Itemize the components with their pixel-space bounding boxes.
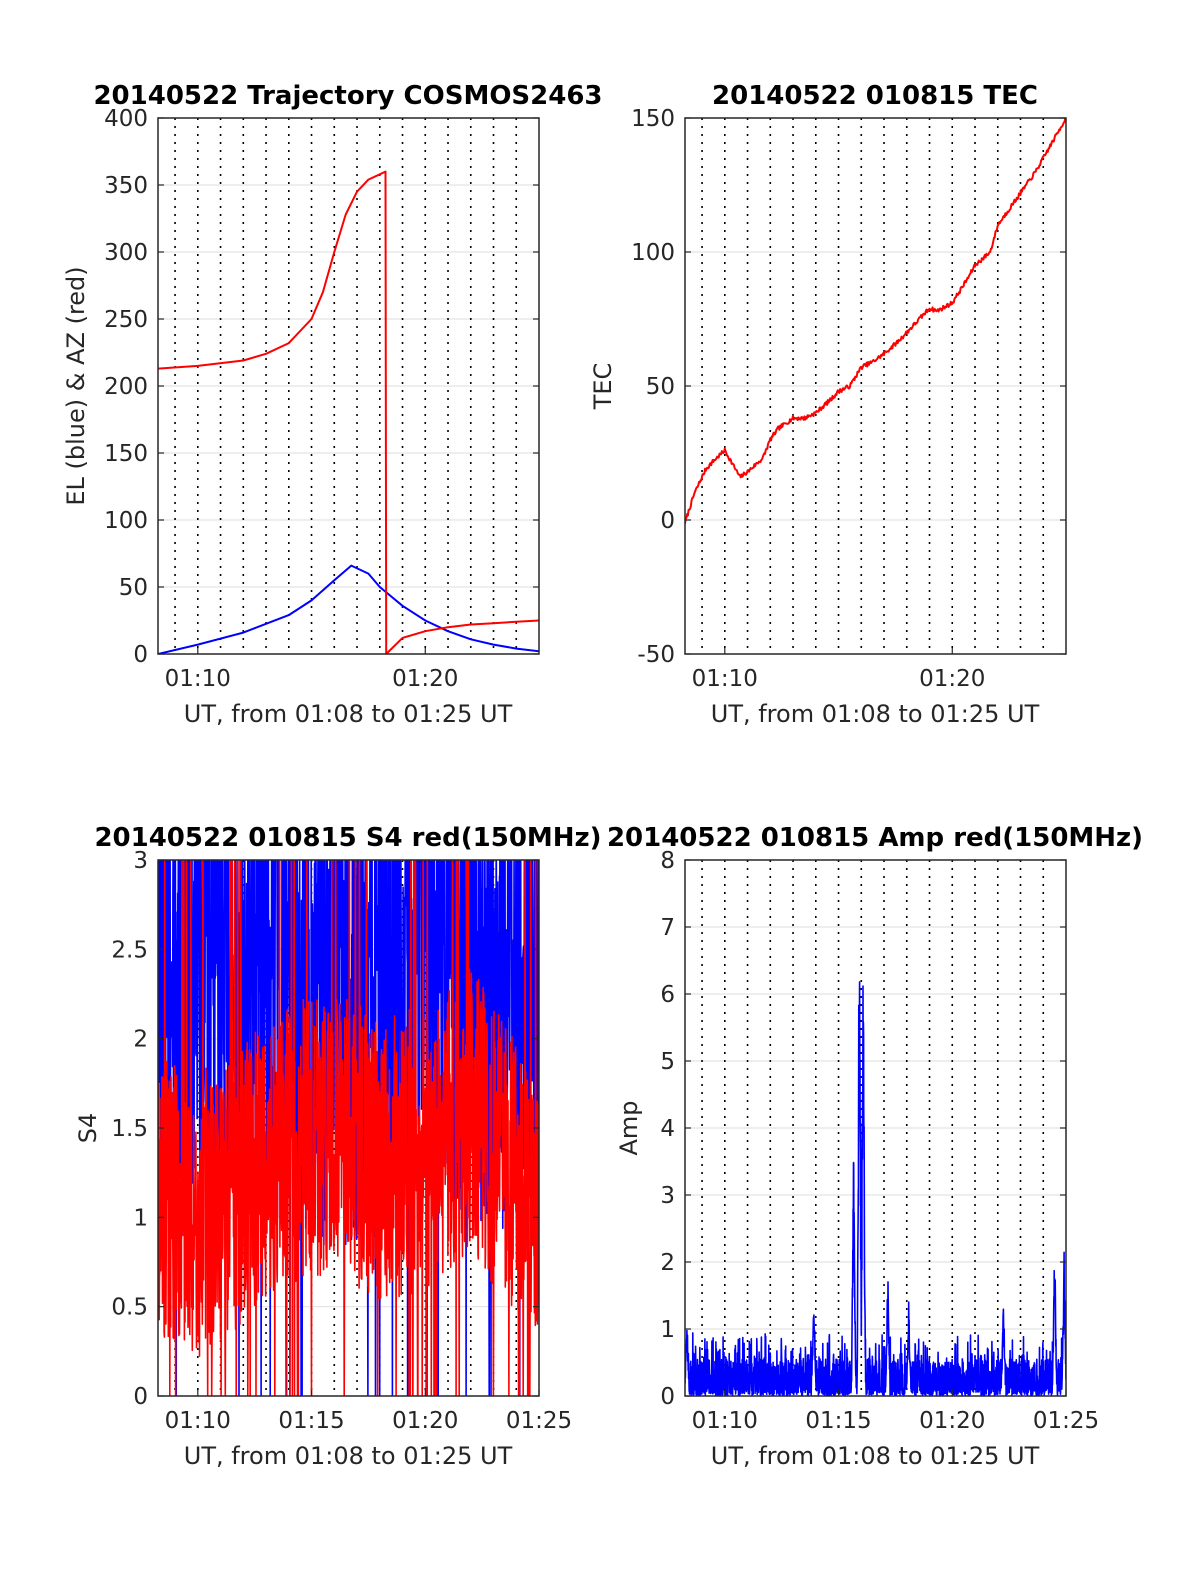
y-tick-label: 0 (133, 1384, 148, 1410)
y-tick-label: 0.5 (111, 1295, 148, 1321)
x-tick-label: 01:10 (165, 666, 231, 692)
chart-title-s4: 20140522 010815 S4 red(150MHz) (94, 823, 601, 853)
y-tick-label: 250 (104, 307, 148, 333)
y-tick-label: 50 (646, 374, 675, 400)
plot-s4 (158, 860, 539, 1396)
y-tick-label: 50 (119, 575, 148, 601)
ticks-trajectory: 0 50 100 150 200 250 300 350 400 01:10 01:20 (104, 106, 539, 692)
y-tick-label: 3 (660, 1183, 675, 1209)
x-tick-label: 01:20 (392, 666, 458, 692)
x-tick-label: 01:15 (278, 1408, 344, 1434)
y-tick-label: 400 (104, 106, 148, 132)
y-tick-label: 100 (104, 508, 148, 534)
y-tick-label: 200 (104, 374, 148, 400)
y-tick-label: 1 (133, 1205, 148, 1231)
y-tick-label: 6 (660, 982, 675, 1008)
x-axis-label-amp: UT, from 01:08 to 01:25 UT (711, 1442, 1040, 1470)
panel-tec: -50 0 50 100 150 01:10 01:20 20140522 010815 T… (589, 81, 1067, 728)
y-axis-label-amp: Amp (615, 1100, 643, 1155)
series-line-amp (685, 981, 1066, 1396)
ticks-s4: 0 0.5 1 1.5 2 2.5 3 01:10 01:15 01:20 01:25 (111, 848, 572, 1434)
plot-tec (685, 118, 1066, 524)
x-axis-label-s4: UT, from 01:08 to 01:25 UT (184, 1442, 513, 1470)
series-line-az (158, 170, 539, 654)
y-tick-label: 300 (104, 240, 148, 266)
y-tick-label: 4 (660, 1116, 675, 1142)
y-tick-label: 150 (631, 106, 675, 132)
series-line-el (158, 564, 539, 654)
plot-trajectory (158, 170, 539, 654)
y-tick-label: 8 (660, 848, 675, 874)
y-tick-label: 2 (660, 1250, 675, 1276)
y-tick-label: 7 (660, 915, 675, 941)
y-tick-label: 1 (660, 1317, 675, 1343)
y-tick-label: 0 (660, 1384, 675, 1410)
y-tick-label: 150 (104, 441, 148, 467)
x-tick-label: 01:25 (506, 1408, 572, 1434)
y-tick-label: 0 (660, 508, 675, 534)
x-tick-label: 01:20 (919, 1408, 985, 1434)
x-tick-label: 01:20 (919, 666, 985, 692)
y-tick-label: 5 (660, 1049, 675, 1075)
chart-title-tec: 20140522 010815 TEC (712, 81, 1038, 111)
grid-amp (685, 860, 1066, 1396)
series-line-tec (685, 118, 1066, 524)
y-tick-label: 350 (104, 173, 148, 199)
y-tick-label: -50 (637, 642, 675, 668)
x-tick-label: 01:10 (692, 666, 758, 692)
panel-s4: 0 0.5 1 1.5 2 2.5 3 01:10 01:15 01:20 01:25 201405… (74, 823, 602, 1470)
chart-title-amp: 20140522 010815 Amp red(150MHz) (607, 823, 1143, 853)
y-axis-label-trajectory: EL (blue) & AZ (red) (62, 266, 90, 505)
y-tick-label: 2.5 (111, 937, 148, 963)
x-tick-label: 01:10 (692, 1408, 758, 1434)
y-tick-label: 3 (133, 848, 148, 874)
y-tick-label: 0 (133, 642, 148, 668)
ticks-tec: -50 0 50 100 150 01:10 01:20 (631, 106, 1066, 692)
x-axis-label-tec: UT, from 01:08 to 01:25 UT (711, 700, 1040, 728)
grid-trajectory (158, 118, 539, 654)
plot-amp (685, 981, 1066, 1396)
y-axis-label-tec: TEC (589, 363, 617, 411)
series-line-s4-red (158, 860, 539, 1396)
y-tick-label: 1.5 (111, 1116, 148, 1142)
ticks-amp: 0 1 2 3 4 5 6 7 8 01:10 01:15 01:20 01:25 (660, 848, 1099, 1434)
x-tick-label: 01:10 (165, 1408, 231, 1434)
panel-amp: 0 1 2 3 4 5 6 7 8 01:10 01:15 01:20 01:25 20140522 0… (607, 823, 1143, 1470)
x-tick-label: 01:15 (805, 1408, 871, 1434)
grid-tec (685, 118, 1066, 654)
y-axis-label-s4: S4 (74, 1113, 102, 1144)
x-axis-label-trajectory: UT, from 01:08 to 01:25 UT (184, 700, 513, 728)
y-tick-label: 2 (133, 1027, 148, 1053)
x-tick-label: 01:20 (392, 1408, 458, 1434)
y-tick-label: 100 (631, 240, 675, 266)
chart-title-trajectory: 20140522 Trajectory COSMOS2463 (93, 81, 602, 111)
panel-trajectory: 0 50 100 150 200 250 300 350 400 01:10 01:20 20140… (62, 81, 603, 728)
x-tick-label: 01:25 (1033, 1408, 1099, 1434)
